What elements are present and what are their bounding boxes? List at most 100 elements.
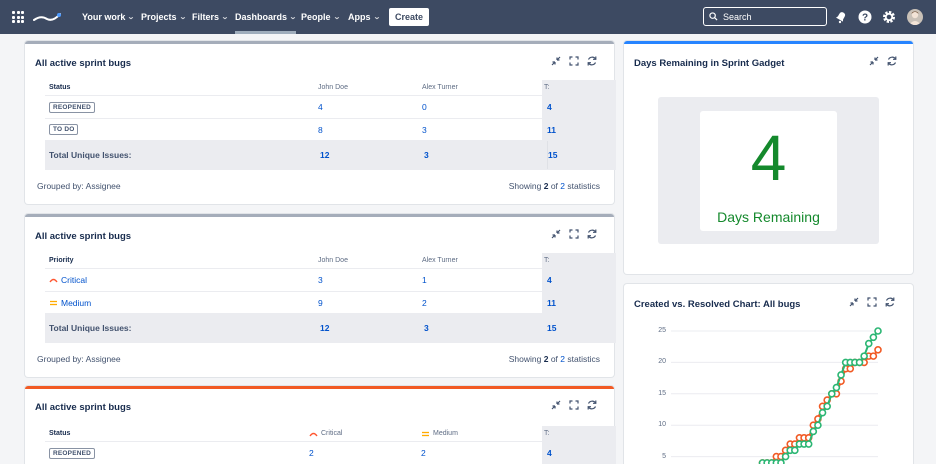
chart-data-point[interactable] — [827, 390, 836, 398]
stat-link[interactable]: 2 — [422, 297, 427, 308]
showing-suffix: statistics — [567, 181, 600, 191]
nav-projects[interactable]: Projects ⌄ — [141, 0, 187, 34]
refresh-icon[interactable] — [886, 55, 898, 67]
total-label: Total Unique Issues: — [49, 323, 132, 333]
chart-data-point[interactable] — [860, 352, 868, 360]
jira-logo-icon[interactable] — [33, 11, 63, 23]
chart-data-point[interactable] — [809, 427, 818, 436]
nav-dashboards-label: Dashboards — [235, 12, 288, 22]
search-input[interactable]: Search — [703, 7, 827, 26]
minimize-icon[interactable] — [550, 228, 562, 240]
column-header: T: — [544, 257, 550, 264]
minimize-icon[interactable] — [550, 399, 562, 411]
stat-total-link[interactable]: 12 — [320, 323, 330, 333]
chart-data-point[interactable] — [855, 358, 864, 367]
gadget-accent-bar — [25, 386, 614, 389]
stat-link[interactable]: 4 — [318, 102, 323, 112]
stat-link[interactable]: 8 — [318, 124, 323, 135]
gadget-toolbar — [848, 296, 896, 308]
stat-total-link[interactable]: 3 — [424, 323, 429, 333]
chart-data-point[interactable] — [804, 440, 813, 448]
search-icon — [709, 12, 718, 21]
maximize-icon[interactable] — [866, 296, 878, 308]
avatar[interactable] — [907, 9, 923, 25]
maximize-icon[interactable] — [568, 399, 580, 411]
status-lozenge: REOPENED — [49, 101, 96, 113]
chart-y-tick-label: 10 — [658, 421, 666, 429]
maximize-icon[interactable] — [568, 55, 580, 67]
days-remaining-panel: 4 Days Remaining — [658, 97, 879, 244]
chart-data-point[interactable] — [823, 402, 831, 411]
refresh-icon[interactable] — [586, 399, 598, 411]
chevron-down-icon: ⌄ — [178, 14, 187, 21]
showing-of: of — [550, 181, 558, 191]
nav-filters[interactable]: Filters ⌄ — [192, 0, 229, 34]
nav-apps[interactable]: Apps ⌄ — [348, 0, 380, 34]
stat-link[interactable]: 9 — [318, 297, 323, 308]
days-remaining-label: Days Remaining — [717, 209, 820, 225]
chart-data-point[interactable] — [814, 421, 822, 430]
chart-data-point[interactable] — [846, 364, 855, 373]
chart-data-point[interactable] — [869, 352, 878, 360]
showing-total-link[interactable]: 2 — [560, 354, 566, 364]
help-icon[interactable]: ? — [858, 10, 872, 24]
chart-data-point[interactable] — [818, 408, 827, 417]
create-button[interactable]: Create — [389, 8, 429, 26]
showing-suffix: statistics — [567, 354, 600, 364]
priority-label: Critical — [61, 275, 87, 285]
days-remaining-value: 4 — [750, 122, 787, 194]
stat-link[interactable]: 0 — [422, 102, 427, 112]
chart-data-point[interactable] — [777, 459, 785, 464]
app-switcher-icon[interactable] — [12, 11, 24, 23]
refresh-icon[interactable] — [586, 55, 598, 67]
maximize-icon[interactable] — [568, 228, 580, 240]
stat-link[interactable]: 2 — [421, 448, 426, 458]
nav-your-work[interactable]: Your work ⌄ — [82, 0, 136, 34]
chevron-down-icon: ⌄ — [127, 14, 136, 21]
days-remaining-card: 4 Days Remaining — [700, 111, 837, 231]
notifications-icon[interactable] — [834, 10, 848, 24]
stat-link[interactable]: 3 — [422, 124, 427, 135]
priority-link[interactable]: Critical — [49, 275, 87, 285]
stat-total-link[interactable]: 11 — [547, 297, 556, 308]
chart-data-point[interactable] — [864, 339, 873, 348]
minimize-icon[interactable] — [868, 55, 880, 67]
stat-total-link[interactable]: 3 — [424, 150, 429, 160]
nav-people[interactable]: People ⌄ — [301, 0, 340, 34]
chart-data-point[interactable] — [781, 452, 790, 461]
chart-data-point[interactable] — [791, 446, 799, 455]
chart-data-point[interactable] — [874, 327, 882, 335]
stat-link[interactable]: 1 — [422, 275, 427, 285]
nav-your-work-label: Your work — [82, 12, 126, 22]
table-header: Priority John Doe Alex Turner T: — [45, 253, 616, 269]
showing-total-link[interactable]: 2 — [560, 181, 566, 191]
priority-link[interactable]: Medium — [49, 298, 91, 308]
priority-critical-icon — [309, 432, 318, 436]
stat-total-link[interactable]: 4 — [547, 102, 552, 112]
minimize-icon[interactable] — [550, 55, 562, 67]
nav-people-label: People — [301, 12, 331, 22]
nav-dashboards[interactable]: Dashboards ⌄ — [235, 0, 297, 34]
showing-stats-label: Showing 2 of 2 statistics — [509, 354, 600, 364]
minimize-icon[interactable] — [848, 296, 860, 308]
stat-total-link[interactable]: 4 — [547, 275, 552, 285]
stat-total-link[interactable]: 12 — [320, 150, 330, 160]
chart-data-point[interactable] — [869, 333, 878, 342]
chart-data-point[interactable] — [874, 346, 882, 354]
chart-data-point[interactable] — [837, 371, 845, 379]
grouped-by-label: Grouped by: Assignee — [37, 354, 121, 364]
stat-total-link[interactable]: 15 — [547, 323, 557, 333]
refresh-icon[interactable] — [586, 228, 598, 240]
stat-link[interactable]: 3 — [318, 275, 323, 285]
chart-data-point[interactable] — [832, 383, 841, 392]
gadget-toolbar — [550, 55, 598, 67]
top-navigation: Your work ⌄ Projects ⌄ Filters ⌄ Dashboards… — [0, 0, 936, 34]
refresh-icon[interactable] — [884, 296, 896, 308]
stat-total-link[interactable]: 15 — [547, 141, 557, 169]
settings-gear-icon[interactable] — [882, 10, 896, 24]
gadget-title: All active sprint bugs — [35, 58, 132, 69]
stat-total-link[interactable]: 11 — [547, 124, 556, 135]
stat-link[interactable]: 2 — [309, 448, 314, 458]
chart-y-tick-label: 5 — [662, 452, 666, 460]
stat-total-link[interactable]: 4 — [547, 448, 552, 458]
